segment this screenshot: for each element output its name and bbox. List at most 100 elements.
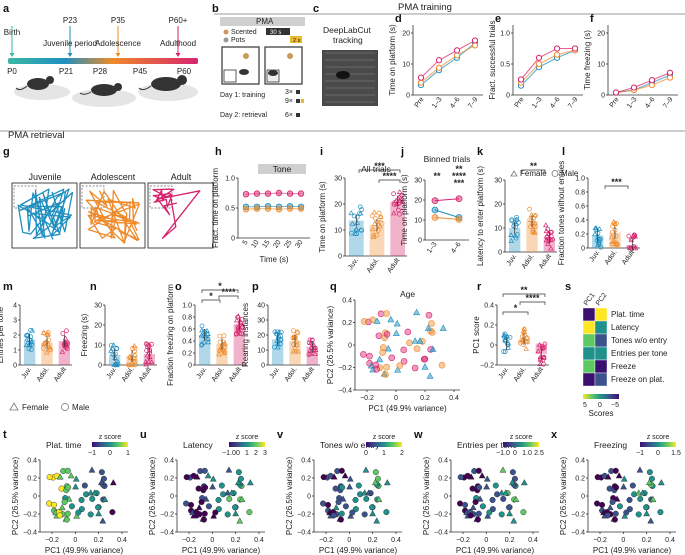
data-point <box>242 205 250 213</box>
colorbar <box>366 442 402 447</box>
x-tick-label: 0.2 <box>231 537 241 544</box>
male-point <box>540 345 546 351</box>
female-point <box>131 342 138 348</box>
y-tick-label: 40 <box>257 303 265 310</box>
colorbar-tick: 3 <box>263 450 267 457</box>
timeline-panel: Birth P0 P23 Juvenile period P21 P35 Adolescen… <box>4 16 198 107</box>
sig-star: *** <box>374 161 385 171</box>
colorbar-tick: 2 <box>400 450 404 457</box>
male-point <box>626 245 632 251</box>
y-tick-label: 0 <box>231 236 235 243</box>
male-point <box>212 509 219 516</box>
female-point <box>348 210 355 216</box>
female-point <box>148 359 155 365</box>
male-point <box>406 339 413 347</box>
data-point <box>275 189 283 197</box>
male-point <box>68 503 75 510</box>
data-point <box>571 45 579 52</box>
male-point <box>335 499 342 506</box>
male-point <box>198 499 205 506</box>
data-point <box>275 205 283 213</box>
timeline-markers: Birth P0 P23 Juvenile period P21 P35 Adolescen… <box>4 16 196 76</box>
male-point <box>361 511 368 518</box>
male-point <box>374 475 381 482</box>
male-point <box>398 194 403 200</box>
data-point <box>431 206 439 214</box>
x-tick-label: Pre <box>414 96 426 109</box>
sig-bracket <box>519 301 546 305</box>
heatmap-row-label: Freeze <box>611 362 636 371</box>
female-point <box>235 478 242 486</box>
male-point <box>609 229 615 235</box>
male-point <box>193 512 200 519</box>
female-point <box>275 341 281 347</box>
female-point <box>44 332 51 338</box>
colorbar-tick: 0 <box>513 450 517 457</box>
male-point <box>374 232 380 238</box>
movement-track <box>17 188 74 240</box>
male-icon <box>61 403 69 411</box>
chart-title: Latency <box>183 440 214 450</box>
y-tick-label: 0.4 <box>575 218 585 225</box>
male-point <box>509 469 516 476</box>
y-axis-label: PC2 (26.5% variance) <box>285 457 294 536</box>
male-point <box>476 484 483 491</box>
x-tick-label: 4–6 <box>644 96 656 110</box>
male-point <box>392 200 398 205</box>
pma-schematic: PMA Scented Pots 30 s 2 s Day 1: trainin… <box>220 17 305 119</box>
heatmap-column-label: PC1 <box>583 292 597 307</box>
male-point <box>377 310 385 318</box>
y-tick-label: −0.4 <box>434 530 448 537</box>
male-point <box>126 362 132 368</box>
x-tick-label: −0.2 <box>45 537 59 544</box>
female-point <box>483 475 491 482</box>
male-point <box>520 509 527 516</box>
male-point <box>325 501 332 508</box>
male-point <box>356 211 362 217</box>
female-point <box>111 362 117 367</box>
y-tick-label: 1.0 <box>225 176 235 183</box>
panel-label-i: i <box>320 146 323 158</box>
male-point <box>404 328 412 336</box>
female-point <box>632 245 639 251</box>
heatmap-row-label: Latency <box>611 323 639 332</box>
colorbar-tick: 1 <box>126 450 130 457</box>
panel-label-l: l <box>562 146 565 158</box>
heatmap-cell <box>582 372 596 387</box>
male-point <box>598 244 604 250</box>
mouse-icon <box>138 75 198 101</box>
female-point <box>544 232 550 238</box>
male-point <box>546 238 552 244</box>
panel-labels: a b c d e f g h i j k l m n o p q r s t u v w x <box>3 3 594 441</box>
y-tick-label: 10 <box>494 226 502 233</box>
male-point <box>359 207 364 213</box>
tone-bar <box>258 164 306 174</box>
chart-title: All trials <box>361 164 391 174</box>
bar <box>592 235 604 248</box>
y-tick-label: 0.8 <box>575 190 585 197</box>
colorbar-label: z score <box>373 434 396 441</box>
x-tick-label: 0.4 <box>449 395 459 402</box>
male-point <box>109 509 116 516</box>
timeline-marker-label: Birth <box>4 28 20 37</box>
training-chart-f: 0 10 20 Pre 1–3 4–6 7–9 Time freezing (s) <box>583 25 678 110</box>
video-frame <box>322 50 378 106</box>
heatmap-column-label: PC2 <box>595 292 609 307</box>
data-point <box>553 51 561 58</box>
female-point <box>399 198 406 204</box>
y-tick-label: 0.2 <box>164 476 174 483</box>
sig-star: *** <box>454 178 465 188</box>
sig-star: * <box>218 281 222 291</box>
bar <box>526 220 538 252</box>
x-tick-label: 30 <box>294 239 304 249</box>
track-title: Adolescent <box>91 172 136 182</box>
data-point <box>417 79 425 86</box>
x-axis-label: PC1 (49.9% variance) <box>45 546 124 555</box>
data-point <box>517 76 525 83</box>
male-point <box>56 512 63 519</box>
y-tick-label: 1.0 <box>182 303 192 310</box>
male-point <box>28 347 34 352</box>
male-point <box>609 241 615 247</box>
female-point <box>387 315 395 323</box>
